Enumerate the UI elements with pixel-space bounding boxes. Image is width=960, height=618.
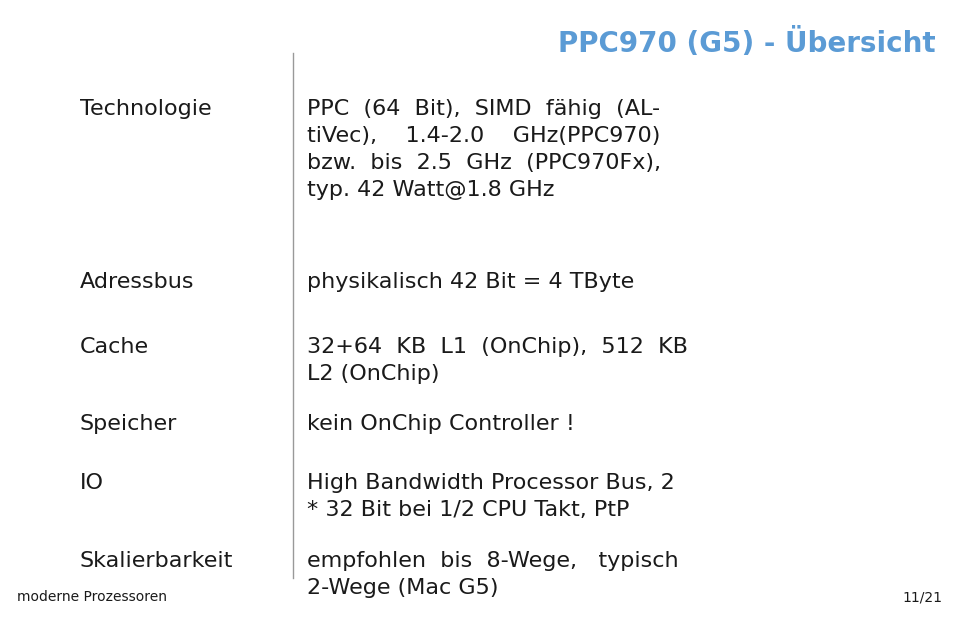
Text: 32+64  KB  L1  (OnChip),  512  KB
L2 (OnChip): 32+64 KB L1 (OnChip), 512 KB L2 (OnChip) <box>307 337 688 384</box>
Text: Skalierbarkeit: Skalierbarkeit <box>80 551 233 571</box>
Text: IO: IO <box>80 473 104 493</box>
Text: Cache: Cache <box>80 337 149 357</box>
Text: empfohlen  bis  8-Wege,   typisch
2-Wege (Mac G5): empfohlen bis 8-Wege, typisch 2-Wege (Ma… <box>307 551 679 598</box>
Text: Speicher: Speicher <box>80 414 177 434</box>
Text: High Bandwidth Processor Bus, 2
* 32 Bit bei 1/2 CPU Takt, PtP: High Bandwidth Processor Bus, 2 * 32 Bit… <box>307 473 675 520</box>
Text: Adressbus: Adressbus <box>80 272 194 292</box>
Text: kein OnChip Controller !: kein OnChip Controller ! <box>307 414 575 434</box>
Text: 11/21: 11/21 <box>902 590 943 604</box>
Text: physikalisch 42 Bit = 4 TByte: physikalisch 42 Bit = 4 TByte <box>307 272 635 292</box>
Text: Technologie: Technologie <box>80 99 211 119</box>
Text: PPC970 (G5) - Übersicht: PPC970 (G5) - Übersicht <box>559 28 936 58</box>
Text: moderne Prozessoren: moderne Prozessoren <box>17 590 167 604</box>
Text: PPC  (64  Bit),  SIMD  fähig  (AL-
tiVec),    1.4-2.0    GHz(PPC970)
bzw.  bis  : PPC (64 Bit), SIMD fähig (AL- tiVec), 1.… <box>307 99 661 200</box>
